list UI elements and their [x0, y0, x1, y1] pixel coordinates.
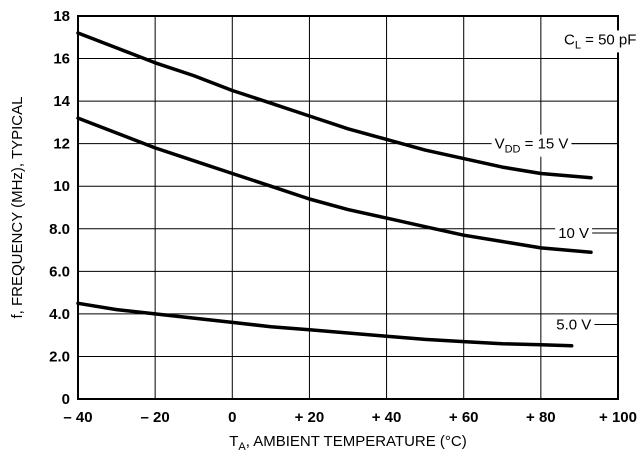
svg-text:VDD = 15 V: VDD = 15 V [495, 136, 569, 156]
x-tick-label: + 40 [372, 409, 402, 426]
y-tick-label: 12 [53, 136, 70, 153]
load-capacitance-annotation: CL = 50 pF [561, 30, 640, 53]
y-tick-label: 8.0 [49, 221, 70, 238]
x-tick-label: – 20 [141, 409, 170, 426]
y-axis-label: f, FREQUENCY (MHz), TYPICAL [9, 97, 26, 319]
series-label-10v: 10 V [555, 224, 618, 244]
y-tick-labels: 0 2.0 4.0 6.0 8.0 10 12 14 16 18 [49, 8, 71, 408]
series-label-15v: VDD = 15 V [491, 134, 618, 157]
series-line-5v [76, 301, 574, 348]
y-tick-label: 2.0 [49, 348, 70, 365]
svg-text:CL = 50 pF: CL = 50 pF [564, 31, 636, 51]
y-tick-label: 6.0 [49, 263, 70, 280]
series-group [76, 31, 593, 348]
y-tick-label: 18 [53, 8, 70, 25]
y-tick-label: 4.0 [49, 306, 70, 323]
y-tick-label: 0 [62, 391, 70, 408]
x-tick-labels: – 40 – 20 0 + 20 + 40 + 60 + 80 + 100 [63, 409, 637, 426]
plot-frame [77, 15, 619, 400]
x-tick-label: + 100 [599, 409, 637, 426]
y-tick-label: 10 [53, 178, 70, 195]
svg-text:10 V: 10 V [558, 225, 589, 242]
x-tick-label: + 80 [526, 409, 556, 426]
x-tick-label: – 40 [63, 409, 92, 426]
grid [77, 15, 619, 400]
y-tick-label: 16 [53, 51, 70, 68]
x-axis-label: TA, AMBIENT TEMPERATURE (°C) [229, 433, 467, 453]
y-tick-label: 14 [53, 93, 70, 110]
x-tick-label: + 60 [449, 409, 479, 426]
series-label-5v: 5.0 V [553, 315, 618, 335]
x-tick-label: 0 [228, 409, 236, 426]
series-line-10v [76, 116, 593, 254]
series-line-15v [76, 31, 593, 180]
svg-text:5.0 V: 5.0 V [556, 317, 591, 334]
x-tick-label: + 20 [295, 409, 325, 426]
